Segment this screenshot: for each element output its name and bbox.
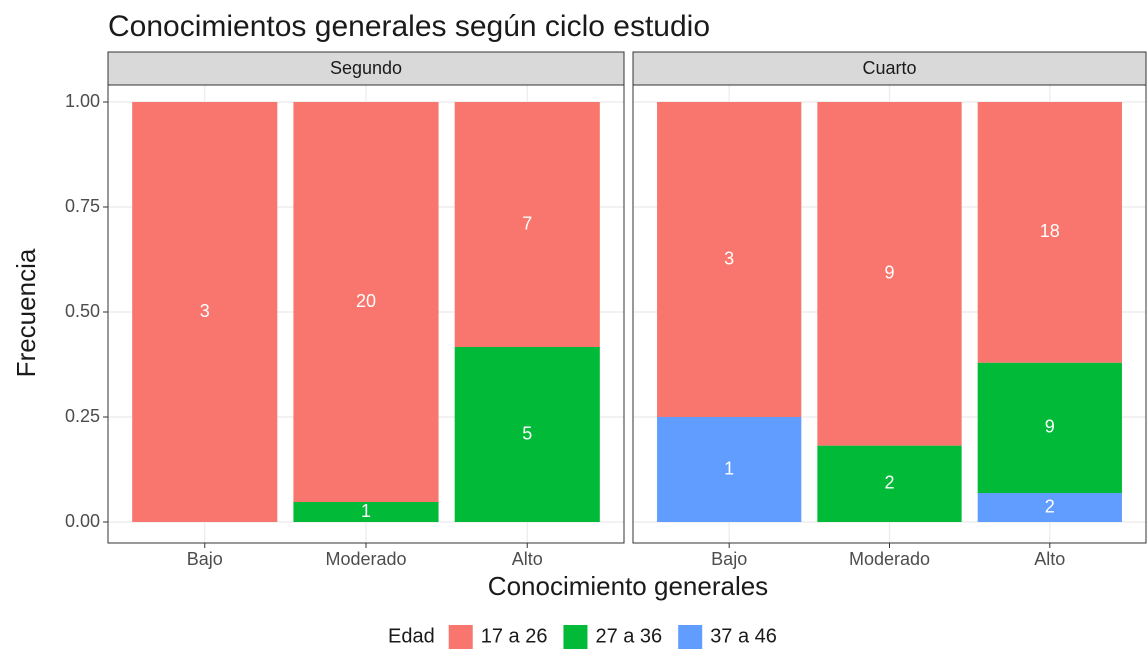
legend-swatch xyxy=(678,625,703,649)
x-tick-label: Alto xyxy=(512,549,543,569)
bar-segment xyxy=(454,347,600,522)
bar-segment xyxy=(293,102,439,502)
data-label: 20 xyxy=(356,291,376,311)
data-label: 2 xyxy=(1045,496,1055,516)
bar-segment xyxy=(454,102,600,347)
data-label: 18 xyxy=(1040,221,1060,241)
legend-swatch xyxy=(448,625,473,649)
y-tick-label: 0.75 xyxy=(65,196,100,216)
legend-label: 27 a 36 xyxy=(595,625,662,647)
x-tick-label: Moderado xyxy=(325,549,406,569)
x-axis-label: Conocimiento generales xyxy=(488,571,768,601)
data-label: 5 xyxy=(522,423,532,443)
facet-label: Segundo xyxy=(330,58,402,78)
y-tick-label: 0.50 xyxy=(65,301,100,321)
y-tick-label: 0.00 xyxy=(65,511,100,531)
facet-label: Cuarto xyxy=(862,58,916,78)
legend-swatch xyxy=(563,625,588,649)
data-label: 1 xyxy=(361,501,371,521)
bar-segment xyxy=(977,362,1122,494)
data-label: 9 xyxy=(1045,417,1055,437)
x-tick-label: Bajo xyxy=(187,549,223,569)
data-label: 2 xyxy=(884,473,894,493)
bar-segment xyxy=(657,417,802,522)
data-label: 7 xyxy=(522,213,532,233)
panel-border xyxy=(107,84,625,544)
legend-label: 37 a 46 xyxy=(710,625,777,647)
y-tick-label: 1.00 xyxy=(65,91,100,111)
bar-segment xyxy=(657,102,802,417)
legend-title: Edad xyxy=(388,625,435,647)
bar-segment xyxy=(817,445,962,522)
x-tick-label: Moderado xyxy=(849,549,930,569)
y-tick-label: 0.25 xyxy=(65,406,100,426)
panel-border xyxy=(632,84,1147,544)
bar-segment xyxy=(977,493,1122,522)
bar-segment xyxy=(132,102,278,522)
data-label: 1 xyxy=(724,458,734,478)
data-label: 3 xyxy=(200,301,210,321)
y-axis-label: Frecuencia xyxy=(11,248,41,377)
strip xyxy=(107,51,625,86)
data-label: 9 xyxy=(884,263,894,283)
bar-segment xyxy=(817,102,962,446)
bar-segment xyxy=(293,502,439,522)
data-label: 3 xyxy=(724,248,734,268)
x-tick-label: Alto xyxy=(1034,549,1065,569)
x-tick-label: Bajo xyxy=(711,549,747,569)
strip xyxy=(632,51,1147,86)
chart-title: Conocimientos generales según ciclo estu… xyxy=(108,10,710,43)
legend-label: 17 a 26 xyxy=(481,625,548,647)
bar-segment xyxy=(977,102,1122,363)
